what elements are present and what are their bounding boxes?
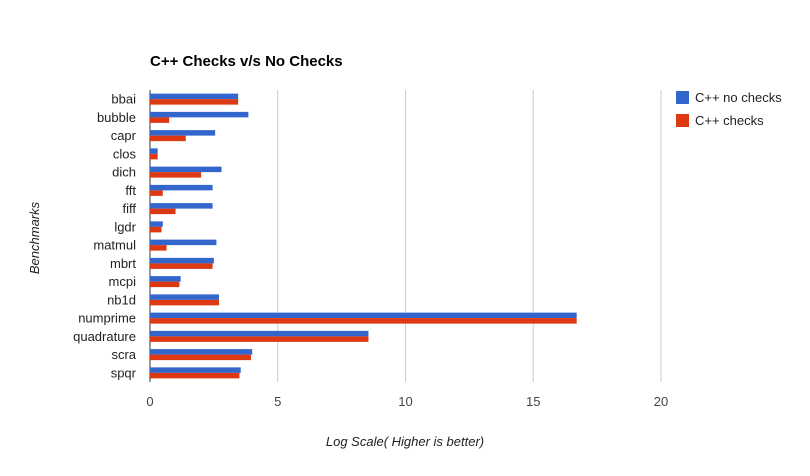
legend-label: C++ checks (695, 113, 764, 128)
bar-checks (150, 336, 369, 342)
bar-no-checks (150, 312, 577, 319)
bar-checks (150, 245, 167, 251)
legend-swatch (676, 114, 689, 127)
legend-label: C++ no checks (695, 90, 782, 105)
bar-checks (150, 354, 251, 361)
category-label: numprime (78, 311, 136, 326)
bar-checks (150, 135, 186, 142)
category-label: mcpi (109, 274, 137, 289)
category-label: nb1d (107, 292, 136, 307)
category-labels: bbai bubble capr clos dich fft fiff lgdr matmul m… (73, 92, 137, 381)
y-axis-title: Benchmarks (27, 201, 42, 274)
bar-checks (150, 172, 202, 178)
bar-no-checks (150, 111, 249, 118)
bar-checks (150, 99, 239, 105)
bar-checks (150, 318, 577, 324)
bar-no-checks (150, 330, 369, 337)
x-tick-label: 5 (274, 394, 281, 409)
x-tick-label: 10 (398, 394, 412, 409)
bar-no-checks (150, 276, 181, 282)
bar-no-checks (150, 239, 217, 246)
category-label: bbai (111, 92, 136, 107)
legend[interactable]: C++ no checks C++ checks (676, 90, 782, 128)
bar-checks (150, 153, 158, 160)
x-tick-label: 20 (654, 394, 668, 409)
bar-no-checks (150, 166, 222, 173)
chart-title: C++ Checks v/s No Checks (150, 53, 343, 70)
bar-checks (150, 208, 176, 215)
legend-swatch (676, 91, 689, 104)
bar-no-checks (150, 367, 241, 373)
bar-checks (150, 372, 240, 379)
category-label: fft (125, 183, 136, 198)
x-tick-label: 15 (526, 394, 540, 409)
x-tick-label: 0 (146, 394, 153, 409)
category-label: quadrature (73, 329, 136, 344)
bar-no-checks (150, 257, 214, 264)
bar-checks (150, 299, 219, 306)
bar-checks (150, 190, 163, 196)
bar-checks (150, 281, 180, 288)
bar-no-checks (150, 349, 253, 355)
bar-no-checks (150, 93, 239, 100)
category-label: dich (112, 165, 136, 180)
x-axis-title: Log Scale( Higher is better) (326, 434, 484, 449)
bar-no-checks (150, 148, 158, 154)
bar-no-checks (150, 203, 213, 209)
bar-no-checks (150, 184, 213, 191)
category-label: spqr (111, 365, 137, 380)
category-label: mbrt (110, 256, 136, 271)
category-label: clos (113, 146, 137, 161)
bar-checks (150, 263, 213, 269)
x-tick-labels: 0 5 10 15 20 (146, 394, 668, 409)
category-label: fiff (123, 201, 137, 216)
bar-checks (150, 226, 162, 233)
bar-layer (150, 93, 577, 379)
category-label: scra (111, 347, 136, 362)
category-label: bubble (97, 110, 136, 125)
bar-no-checks (150, 130, 216, 136)
category-label: matmul (93, 238, 136, 253)
bar-no-checks (150, 221, 163, 227)
category-label: capr (111, 128, 137, 143)
category-label: lgdr (114, 219, 136, 234)
bar-checks (150, 117, 170, 123)
bar-no-checks (150, 294, 219, 300)
